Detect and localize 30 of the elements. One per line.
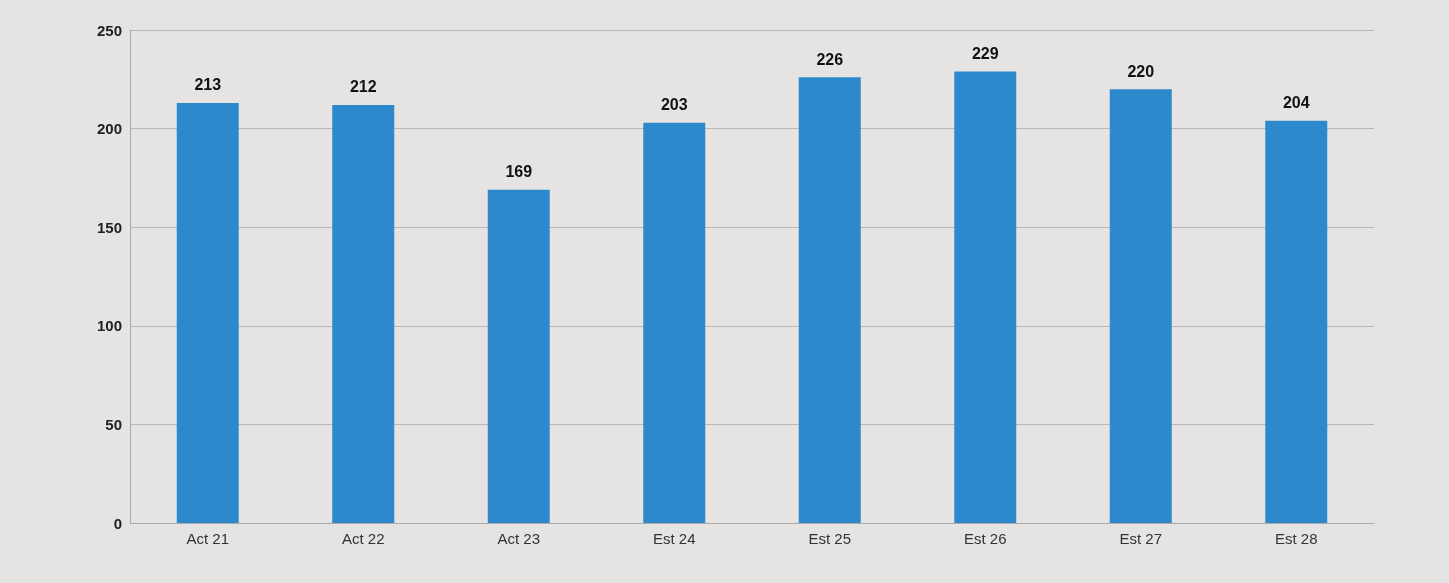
y-tick-label: 200 (96, 120, 122, 138)
data-label: 204 (1282, 94, 1310, 112)
bar (643, 122, 706, 523)
x-tick-label: Est 28 (1274, 530, 1318, 547)
data-label: 226 (816, 50, 844, 68)
x-tick-label: Est 24 (652, 530, 696, 547)
data-label: 229 (971, 44, 999, 62)
bar (1109, 89, 1172, 523)
bar (332, 104, 395, 523)
bar (1265, 120, 1328, 523)
y-tick-label: 0 (113, 514, 122, 532)
x-tick-label: Est 26 (963, 530, 1007, 547)
bar (798, 77, 861, 523)
data-label: 203 (660, 96, 688, 114)
bar (176, 102, 239, 523)
x-tick-label: Act 23 (497, 530, 541, 547)
y-tick-label: 250 (96, 21, 122, 39)
y-tick-label: 150 (96, 218, 122, 236)
data-label: 220 (1127, 62, 1155, 80)
data-label: 213 (194, 76, 222, 94)
x-tick-label: Act 22 (341, 530, 385, 547)
x-tick-label: Est 27 (1119, 530, 1163, 547)
x-tick-label: Est 25 (808, 530, 852, 547)
bar (487, 189, 550, 523)
data-label: 169 (505, 163, 533, 181)
bar (954, 71, 1017, 523)
x-tick-label: Act 21 (186, 530, 230, 547)
data-label: 212 (349, 78, 377, 96)
y-tick-label: 50 (105, 415, 122, 433)
y-tick-label: 100 (96, 317, 122, 335)
